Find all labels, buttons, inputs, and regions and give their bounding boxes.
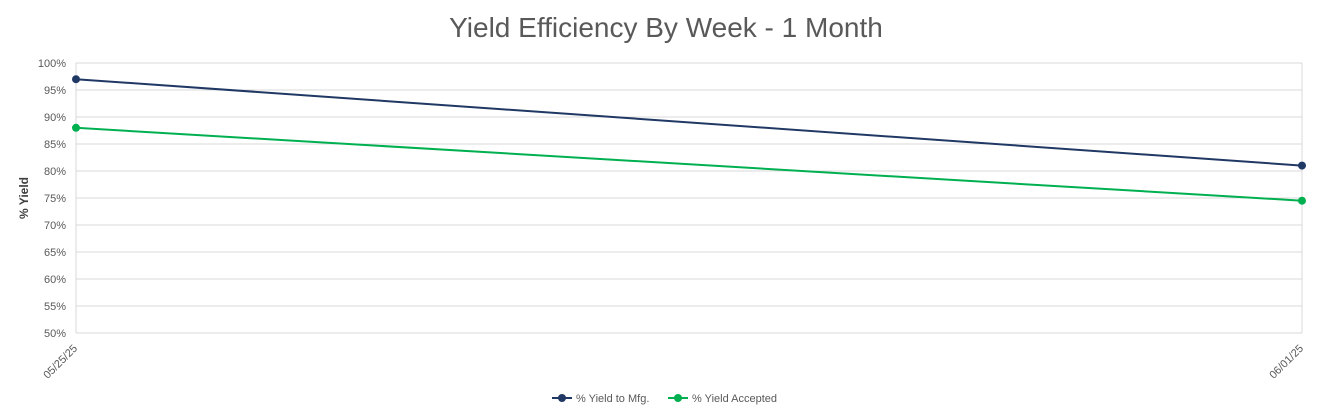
series-1 xyxy=(72,123,1306,205)
y-tick-label: 60% xyxy=(44,274,66,286)
legend-label: % Yield Accepted xyxy=(692,393,777,405)
x-tick-label: 06/01/25 xyxy=(1267,343,1306,382)
y-tick-label: 75% xyxy=(44,193,66,205)
y-tick-label: 50% xyxy=(44,328,66,340)
y-tick-label: 65% xyxy=(44,247,66,259)
legend-label: % Yield to Mfg. xyxy=(576,393,649,405)
series-line xyxy=(75,78,1303,167)
y-tick-label: 55% xyxy=(44,301,66,313)
data-point xyxy=(1298,196,1306,205)
data-point xyxy=(72,123,80,132)
legend: % Yield to Mfg. % Yield Accepted xyxy=(552,393,777,405)
y-tick-label: 90% xyxy=(44,112,66,124)
data-point xyxy=(72,75,80,84)
data-point xyxy=(1298,161,1306,170)
y-tick-label: 85% xyxy=(44,139,66,151)
series-0 xyxy=(72,75,1306,170)
series-line xyxy=(75,126,1303,202)
y-tick-label: 70% xyxy=(44,220,66,232)
y-tick-label: 80% xyxy=(44,166,66,178)
chart-title: Yield Efficiency By Week - 1 Month xyxy=(449,12,883,43)
x-tick-label: 05/25/25 xyxy=(41,343,80,382)
y-tick-label: 95% xyxy=(44,85,66,97)
axes xyxy=(75,63,1302,334)
gridlines xyxy=(76,62,1303,333)
legend-marker xyxy=(674,394,682,402)
legend-item: % Yield Accepted xyxy=(668,393,777,405)
y-tick-label: 100% xyxy=(38,58,66,70)
legend-marker xyxy=(558,394,566,402)
legend-item: % Yield to Mfg. xyxy=(552,393,649,405)
y-axis-title: % Yield xyxy=(17,177,31,219)
series xyxy=(72,75,1306,205)
